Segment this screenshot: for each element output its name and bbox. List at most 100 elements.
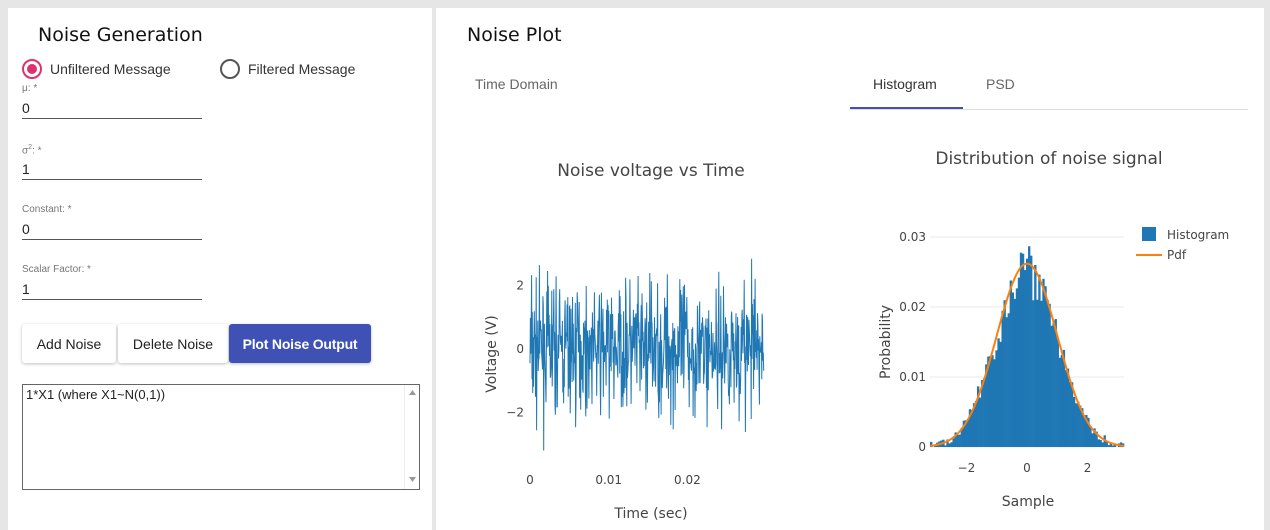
legend-histogram-label: Histogram	[1167, 228, 1229, 242]
tab-time-domain[interactable]: Time Domain	[475, 76, 558, 92]
histogram-bar	[1085, 414, 1088, 447]
histogram-bar	[1101, 442, 1104, 447]
histogram-bar	[1111, 445, 1115, 447]
chart-title: Noise voltage vs Time	[557, 161, 744, 181]
constant-field[interactable]: Constant: * 0	[22, 204, 202, 240]
x-tick-label: 0.02	[674, 473, 701, 487]
formula-textarea[interactable]: 1*X1 (where X1~N(0,1))	[22, 384, 420, 490]
pdf-series-line	[929, 262, 1125, 447]
histogram-bar	[1044, 286, 1047, 447]
histogram-bar	[956, 434, 959, 447]
histogram-bar	[1113, 443, 1117, 447]
sigma-input[interactable]: 1	[22, 160, 202, 180]
x-tick-label: 0	[1023, 461, 1031, 475]
noise-series-line	[529, 258, 765, 451]
tab-histogram[interactable]: Histogram	[873, 76, 937, 92]
add-noise-button[interactable]: Add Noise	[22, 324, 116, 363]
histogram-bar	[966, 419, 970, 447]
radio-checked-icon	[22, 59, 42, 79]
histogram-bar	[1052, 320, 1055, 447]
histogram-bar	[1068, 381, 1072, 447]
legend-pdf-label: Pdf	[1167, 248, 1187, 262]
histogram-bar	[948, 443, 951, 447]
y-axis-label: Voltage (V)	[484, 315, 500, 392]
histogram-bar	[991, 355, 994, 447]
histogram-bar	[987, 356, 990, 447]
histogram-bar	[1042, 278, 1045, 447]
plot-noise-output-button[interactable]: Plot Noise Output	[229, 324, 371, 363]
histogram-bar	[954, 432, 957, 447]
constant-input[interactable]: 0	[22, 220, 202, 240]
y-tick-label: −2	[506, 405, 524, 419]
histogram-bar	[985, 364, 988, 447]
legend-histogram-swatch	[1142, 227, 1156, 241]
histogram-bar	[944, 445, 947, 447]
radio-unfiltered-message[interactable]: Unfiltered Message	[22, 59, 171, 79]
mu-input[interactable]: 0	[22, 99, 202, 119]
histogram-bar	[1021, 253, 1025, 447]
scroll-up-icon	[409, 390, 416, 395]
y-tick-label: 0	[918, 440, 926, 454]
histogram-bar	[1081, 408, 1084, 447]
histogram-bar	[1028, 246, 1031, 447]
delete-noise-button[interactable]: Delete Noise	[118, 324, 228, 363]
x-tick-label: 2	[1084, 461, 1092, 475]
histogram-bar	[1050, 325, 1053, 447]
radio-filtered-message[interactable]: Filtered Message	[220, 59, 355, 79]
histogram-bar	[1074, 403, 1078, 447]
mu-label: μ: *	[22, 83, 38, 94]
histogram-bar	[995, 350, 998, 447]
histogram-bar	[989, 356, 992, 447]
histogram-bar	[1072, 396, 1076, 447]
histogram-chart: Distribution of noise signal Sample Prob…	[878, 149, 1229, 510]
y-tick-label: 0.02	[899, 300, 926, 314]
histogram-bar	[962, 420, 966, 447]
histogram-bar	[950, 442, 953, 447]
histogram-bar	[976, 386, 980, 447]
histogram-bar	[1083, 415, 1086, 447]
x-tick-label: −2	[958, 461, 976, 475]
histogram-bar	[970, 409, 974, 447]
scalar-label: Scalar Factor: *	[22, 264, 91, 275]
histogram-bar	[1046, 299, 1049, 447]
histogram-bar	[1034, 264, 1037, 447]
histogram-bar	[1032, 300, 1035, 447]
chart-title: Distribution of noise signal	[935, 149, 1162, 169]
textarea-scrollbar[interactable]	[404, 385, 419, 489]
histogram-bar	[1036, 299, 1039, 447]
histogram-bar	[930, 441, 933, 447]
histogram-bar	[1013, 298, 1017, 447]
scalar-input[interactable]: 1	[22, 280, 202, 300]
mu-field[interactable]: μ: * 0	[22, 83, 202, 119]
histogram-bar	[1023, 270, 1027, 447]
histogram-bar	[1099, 439, 1102, 447]
x-axis-label: Sample	[1002, 494, 1055, 510]
constant-label: Constant: *	[22, 204, 72, 215]
histogram-bar	[1070, 382, 1074, 447]
y-axis-label: Probability	[878, 305, 894, 379]
histogram-bar	[1054, 319, 1057, 447]
histogram-bar	[960, 427, 963, 447]
y-tick-label: 0.03	[899, 230, 926, 244]
histogram-bar	[979, 397, 982, 447]
histogram-bar	[1017, 277, 1021, 447]
sigma-field[interactable]: σ2: * 1	[22, 144, 202, 180]
histogram-bar	[1087, 417, 1090, 447]
histogram-bar	[1064, 370, 1068, 447]
histogram-bar	[1040, 300, 1043, 447]
histogram-bar	[1001, 310, 1004, 447]
histogram-bar	[1066, 368, 1070, 447]
sigma-label: σ2: *	[22, 144, 42, 157]
histogram-bar	[1109, 443, 1113, 447]
tab-psd[interactable]: PSD	[986, 76, 1015, 92]
x-tick-label: 0.01	[595, 473, 622, 487]
histogram-bar	[1095, 431, 1098, 447]
y-tick-label: 0	[516, 342, 524, 356]
histogram-bar	[972, 403, 976, 447]
scalar-field[interactable]: Scalar Factor: * 1	[22, 264, 202, 300]
histogram-bar	[1062, 349, 1066, 447]
active-tab-indicator	[850, 107, 963, 109]
histogram-bar	[1048, 303, 1051, 447]
legend: Histogram Pdf	[1136, 227, 1229, 262]
histogram-bar	[1077, 401, 1080, 447]
